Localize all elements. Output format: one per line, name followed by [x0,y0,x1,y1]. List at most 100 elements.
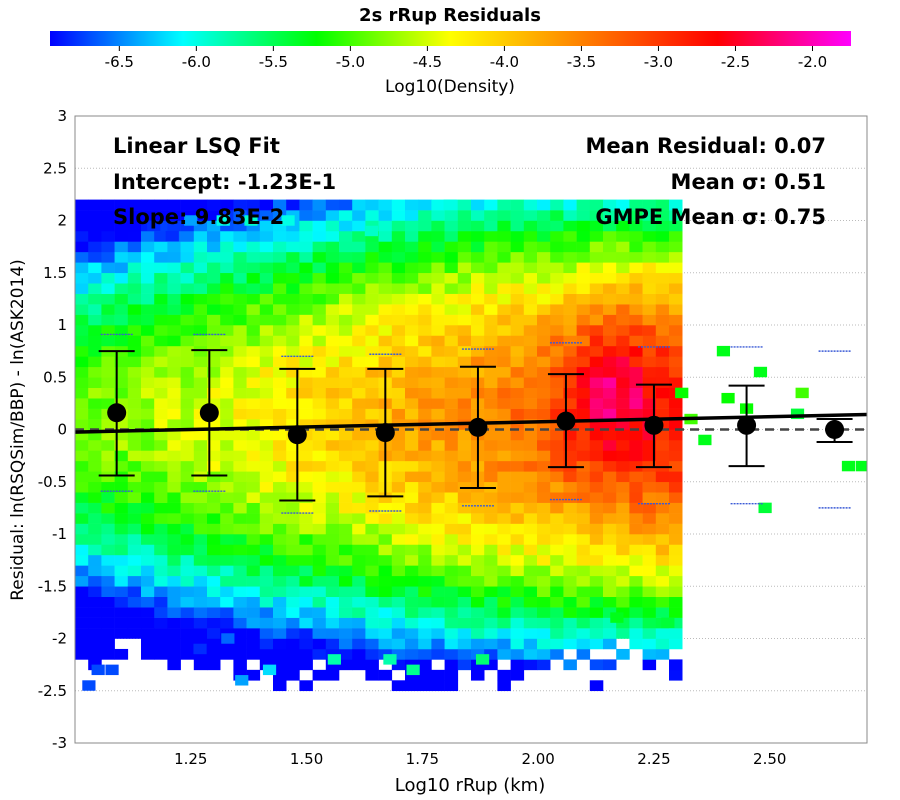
heatmap-cell [299,220,313,232]
y-tick-label: -1.5 [38,577,67,595]
heatmap-cell [576,335,591,347]
heatmap-cell [259,554,274,566]
heatmap-cell [576,575,591,587]
heatmap-cell [339,241,353,253]
heatmap-cell [75,575,89,587]
heatmap-cell [114,241,129,253]
heatmap-cell [167,220,181,232]
annotation-mean-residual: Mean Residual: 0.07 [585,134,826,158]
heatmap-cell [246,617,261,629]
heatmap-cell [299,272,313,284]
heatmap-cell [471,262,485,274]
heatmap-cell [431,669,445,681]
heatmap-cell [259,345,274,357]
heatmap-cell [312,439,327,451]
heatmap-cell [167,398,181,409]
heatmap-cell [365,596,379,608]
heatmap-cell [91,664,105,676]
heatmap-cell [193,429,208,441]
heatmap-cell [405,669,419,681]
heatmap-cell [352,586,366,597]
heatmap-cell [154,408,168,420]
heatmap-cell [101,450,115,462]
heatmap-cell [589,262,604,274]
heatmap-cell [669,314,683,326]
bin-marker [279,355,316,514]
heatmap-cell [616,439,630,451]
heatmap-cell [88,439,102,451]
heatmap-cell [312,325,327,336]
heatmap-cell [352,565,366,577]
heatmap-cell [325,220,340,232]
heatmap-cell [101,210,115,221]
heatmap-cell [405,283,419,294]
heatmap-cell [603,439,617,451]
heatmap-cell [484,502,498,514]
heatmap-cell [484,596,498,608]
heatmap-cell [141,544,155,556]
heatmap-cell [378,617,393,629]
heatmap-cell [576,283,591,294]
heatmap-cell [141,251,155,263]
heatmap-cell [154,565,168,577]
heatmap-cell [101,325,115,336]
heatmap-cell [220,617,234,629]
heatmap-cell [101,199,115,211]
heatmap-cell [259,314,274,326]
heatmap-cell [378,230,393,242]
heatmap-cell [675,387,689,399]
heatmap-cell [589,481,604,493]
heatmap-cell [299,523,313,535]
heatmap-cell [127,283,142,294]
heatmap-cell [233,502,247,514]
heatmap-cell [603,325,617,336]
heatmap-cell [603,408,617,420]
heatmap-cell [391,304,406,315]
heatmap-cell [339,345,353,357]
heatmap-cell [431,481,445,493]
heatmap-cell [576,293,591,305]
heatmap-cell [193,565,208,577]
heatmap-cell [286,513,300,524]
heatmap-cell [127,450,142,462]
heatmap-cell [101,335,115,347]
heatmap-cell [325,638,340,650]
heatmap-cell [233,293,247,305]
heatmap-cell [655,230,670,242]
heatmap-cell [273,659,287,671]
heatmap-cell [220,523,234,535]
heatmap-cell [629,272,643,284]
heatmap-cell [220,304,234,315]
y-tick-label: -1 [52,525,67,543]
heatmap-cell [220,648,234,660]
heatmap-cell [563,586,577,597]
heatmap-cell [325,304,340,315]
heatmap-cell [391,251,406,263]
heatmap-cell [273,554,287,566]
heatmap-cell [616,356,630,368]
heatmap-cell [431,617,445,629]
heatmap-cell [405,450,419,462]
heatmap-cell [603,502,617,514]
heatmap-cell [563,199,577,211]
heatmap-cell [88,230,102,242]
heatmap-cell [220,314,234,326]
heatmap-cell [603,356,617,368]
y-tick-label: 3 [57,107,67,125]
heatmap-cell [127,419,142,430]
heatmap-cell [457,272,472,284]
heatmap-cell [339,398,353,409]
heatmap-cell [233,513,247,524]
heatmap-cell [233,596,247,608]
heatmap-cell [378,283,393,294]
heatmap-cell [286,398,300,409]
heatmap-cell [418,680,432,692]
heatmap-cell [378,669,393,681]
heatmap-cell [669,523,683,535]
heatmap-cell [431,513,445,524]
heatmap-cell [576,356,591,368]
heatmap-cell [180,460,195,472]
heatmap-cell [154,377,168,388]
heatmap-cell [523,314,538,326]
heatmap-cell [391,586,406,597]
